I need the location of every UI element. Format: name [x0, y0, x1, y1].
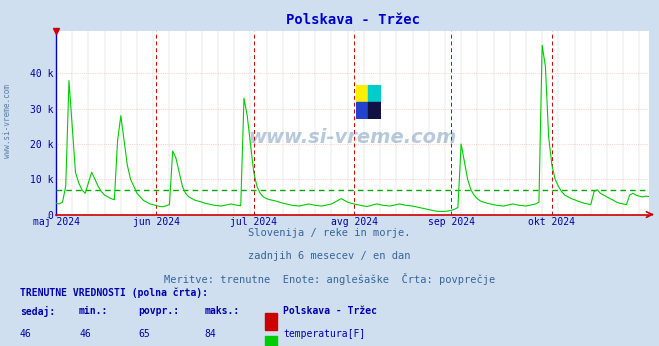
- Text: povpr.:: povpr.:: [138, 306, 179, 316]
- Text: www.si-vreme.com: www.si-vreme.com: [3, 84, 13, 158]
- Title: Polskava - Tržec: Polskava - Tržec: [285, 13, 420, 27]
- Text: maks.:: maks.:: [204, 306, 239, 316]
- Text: 84: 84: [204, 329, 216, 339]
- Text: 46: 46: [79, 329, 91, 339]
- Text: Meritve: trenutne  Enote: anglešaške  Črta: povprečje: Meritve: trenutne Enote: anglešaške Črta…: [164, 273, 495, 285]
- Text: Slovenija / reke in morje.: Slovenija / reke in morje.: [248, 228, 411, 238]
- Bar: [368, 102, 381, 119]
- Text: 65: 65: [138, 329, 150, 339]
- Text: 46: 46: [20, 329, 32, 339]
- Text: temperatura[F]: temperatura[F]: [283, 329, 366, 339]
- Bar: [356, 84, 368, 102]
- Text: TRENUTNE VREDNOSTI (polna črta):: TRENUTNE VREDNOSTI (polna črta):: [20, 287, 208, 298]
- Text: www.si-vreme.com: www.si-vreme.com: [248, 128, 457, 147]
- Text: sedaj:: sedaj:: [20, 306, 55, 317]
- Bar: [356, 102, 368, 119]
- Bar: [368, 84, 381, 102]
- Text: zadnjih 6 mesecev / en dan: zadnjih 6 mesecev / en dan: [248, 251, 411, 261]
- Text: Polskava - Tržec: Polskava - Tržec: [283, 306, 378, 316]
- Text: min.:: min.:: [79, 306, 109, 316]
